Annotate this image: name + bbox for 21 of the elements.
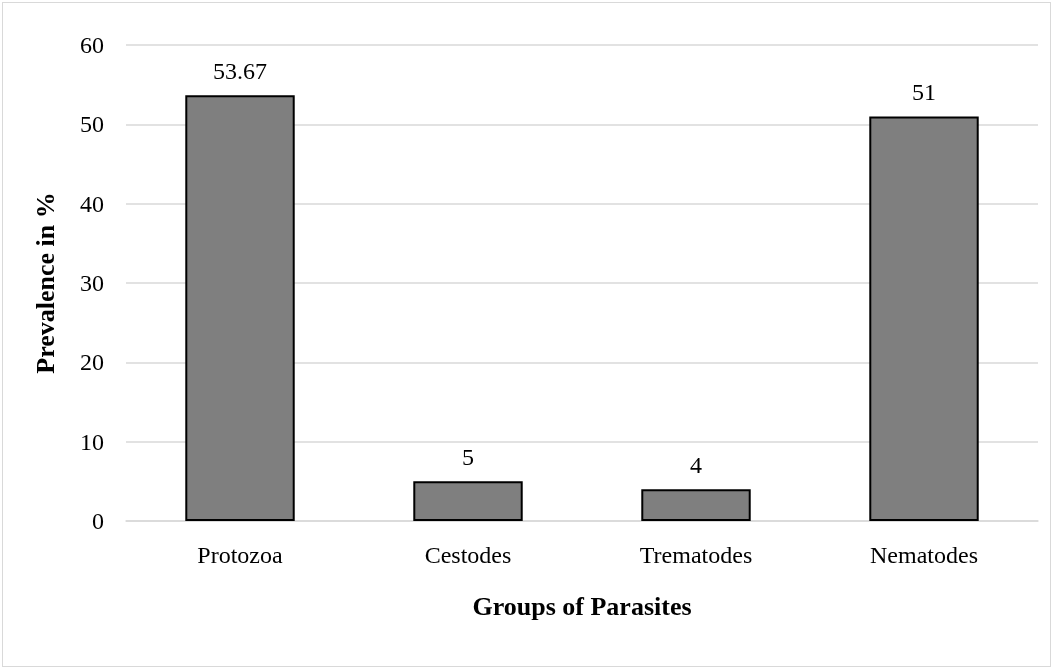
- x-tick-label: Protozoa: [197, 542, 283, 568]
- x-tick-label: Cestodes: [424, 542, 512, 568]
- x-axis-title: Groups of Parasites: [472, 591, 692, 621]
- x-tick-label: Trematodes: [639, 542, 753, 568]
- bar: [641, 489, 751, 521]
- x-tick-label: Nematodes: [870, 542, 978, 568]
- y-tick-label: 40: [80, 190, 104, 217]
- bar: [869, 116, 979, 521]
- y-tick-label: 20: [80, 349, 104, 376]
- data-label: 53.67: [213, 58, 267, 85]
- y-tick-label: 60: [80, 32, 104, 58]
- data-label: 5: [462, 444, 474, 471]
- bar: [185, 95, 295, 521]
- data-label: 51: [912, 79, 936, 106]
- bar: [413, 481, 523, 521]
- y-tick-label: 30: [80, 270, 104, 296]
- y-tick-label: 10: [80, 428, 104, 455]
- data-label: 4: [690, 452, 702, 479]
- y-axis-title: Prevalence in %: [30, 192, 60, 374]
- y-tick-label: 0: [92, 508, 104, 534]
- y-tick-label: 50: [80, 111, 104, 138]
